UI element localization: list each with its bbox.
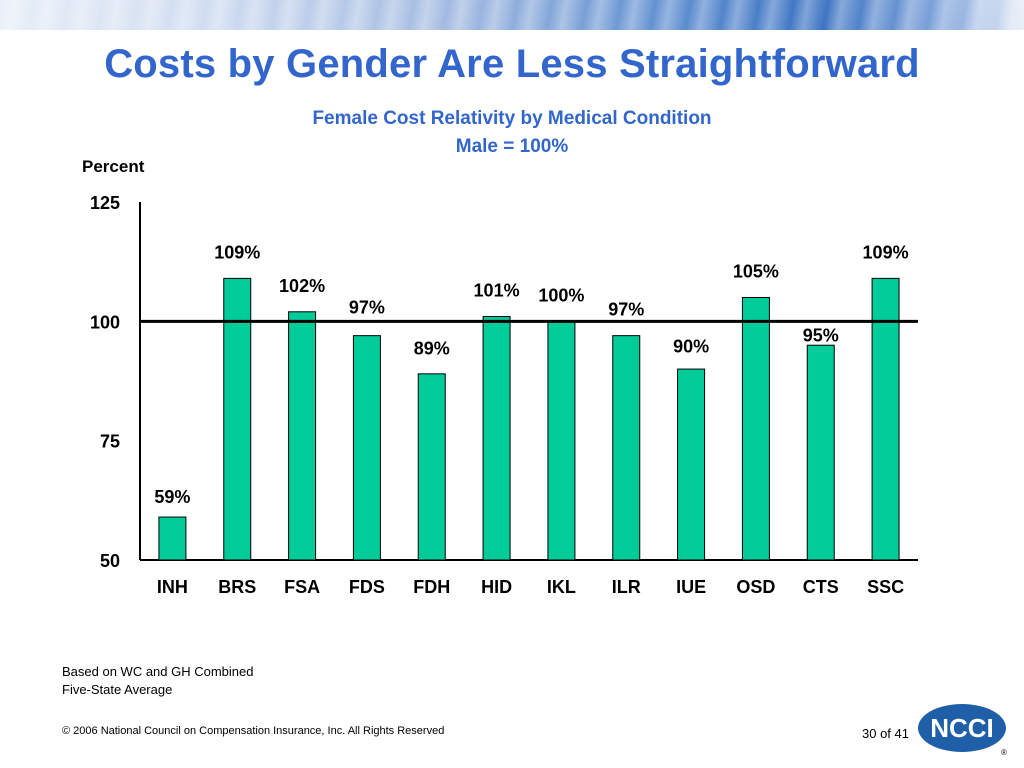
y-axis-label: Percent — [82, 157, 145, 176]
x-tick-label: BRS — [218, 577, 256, 597]
top-banner — [0, 0, 1024, 30]
chart-subtitle: Female Cost Relativity by Medical Condit… — [312, 108, 712, 129]
bar-brs — [223, 277, 252, 561]
data-label: 89% — [414, 338, 450, 358]
bar-iue — [677, 368, 706, 561]
x-tick-label: SSC — [867, 577, 904, 597]
data-label: 97% — [608, 300, 644, 320]
data-label: 109% — [214, 242, 260, 262]
bar-inh — [158, 516, 187, 561]
data-label: 102% — [279, 276, 325, 296]
data-label: 100% — [538, 285, 584, 305]
x-tick-label: CTS — [803, 577, 839, 597]
bar-fsa — [288, 311, 317, 561]
data-label: 95% — [803, 325, 839, 345]
page-number: 30 of 41 — [862, 726, 909, 741]
data-label: 59% — [154, 487, 190, 507]
data-label: 105% — [733, 261, 779, 281]
copyright-notice: © 2006 National Council on Compensation … — [62, 725, 445, 737]
ncci-logo: NCCI ® — [918, 704, 1007, 757]
y-tick-label: 75 — [100, 432, 120, 452]
bar-cts — [806, 344, 835, 561]
x-tick-label: IKL — [547, 577, 576, 597]
data-label: 97% — [349, 298, 385, 318]
bar-ssc — [871, 277, 900, 561]
footnote-average: Five-State Average — [62, 682, 173, 697]
x-tick-label: FDS — [349, 577, 385, 597]
chart-baseline-note: Male = 100% — [455, 136, 569, 157]
data-label: 101% — [474, 281, 520, 301]
y-tick-label: 100 — [90, 312, 120, 332]
bar-ikl — [547, 320, 576, 561]
x-tick-label: OSD — [736, 577, 775, 597]
x-tick-label: IUE — [676, 577, 706, 597]
registered-mark: ® — [1001, 748, 1007, 757]
data-label: 90% — [673, 336, 709, 356]
bar-ilr — [612, 335, 641, 561]
logo-ellipse — [918, 704, 1006, 752]
bar-fdh — [417, 373, 446, 561]
slide-title: Costs by Gender Are Less Straightforward — [104, 42, 920, 86]
x-tick-label: FDH — [413, 577, 450, 597]
logo-text: NCCI — [930, 713, 994, 743]
bar-osd — [741, 296, 770, 561]
bar-fds — [352, 335, 381, 561]
x-tick-label: ILR — [612, 577, 641, 597]
footnote-basis: Based on WC and GH Combined — [62, 664, 254, 679]
data-label: 109% — [863, 242, 909, 262]
banner-streaks — [0, 0, 1024, 30]
x-tick-label: HID — [481, 577, 512, 597]
y-tick-label: 50 — [100, 551, 120, 571]
bar-hid — [482, 316, 511, 561]
x-tick-label: INH — [157, 577, 188, 597]
y-tick-label: 125 — [90, 193, 120, 213]
x-tick-label: FSA — [284, 577, 320, 597]
